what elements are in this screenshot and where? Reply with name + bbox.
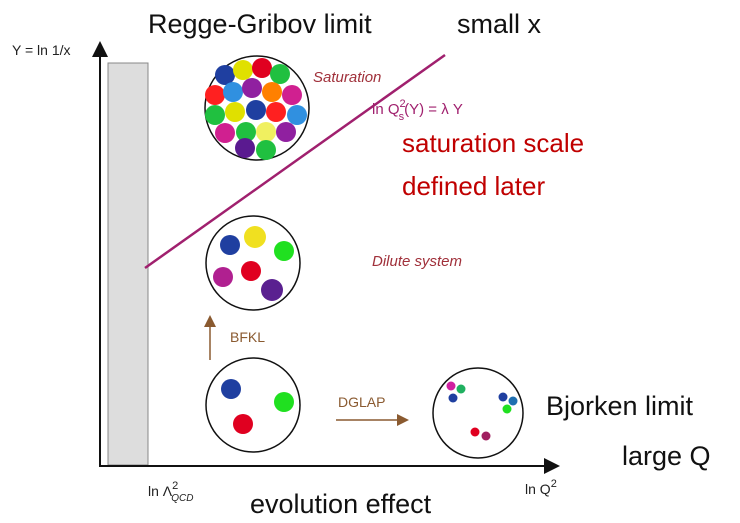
x-left-sup: 2 xyxy=(172,480,178,492)
formula: ln Q2 s(Y) = λ Y xyxy=(372,98,463,123)
bjorken-line1: Bjorken limit xyxy=(546,391,694,421)
bfkl-label: BFKL xyxy=(230,329,265,345)
note-line2: defined later xyxy=(402,171,545,201)
formula-prefix: ln Q xyxy=(372,101,400,118)
x-right-sup: 2 xyxy=(551,478,557,490)
dglap-label: DGLAP xyxy=(338,394,385,410)
dilute-proton xyxy=(205,215,301,311)
note-line1: saturation scale xyxy=(402,128,584,158)
nonperturbative-band xyxy=(107,62,149,466)
low-proton xyxy=(205,357,301,453)
x-left-sub: QCD xyxy=(171,493,193,504)
formula-sub: s xyxy=(399,111,405,123)
y-axis-label: Y = ln 1/x xyxy=(12,42,71,58)
bjorken-proton xyxy=(432,367,524,459)
header-left: Regge-Gribov limit xyxy=(148,9,372,39)
saturated-proton xyxy=(204,55,310,161)
formula-sup: 2 xyxy=(400,98,406,110)
header-right: small x xyxy=(457,9,542,39)
dilute-label: Dilute system xyxy=(372,253,462,270)
footer: evolution effect xyxy=(250,489,432,519)
x-right-prefix: ln Q xyxy=(525,481,551,497)
x-axis-left-label: ln Λ2 QCD xyxy=(148,480,194,504)
saturation-line xyxy=(144,53,446,270)
x-axis-right-label: ln Q2 xyxy=(525,478,557,497)
bjorken-line2: large Q xyxy=(622,441,711,471)
formula-suffix: (Y) = λ Y xyxy=(404,101,463,118)
saturation-label: Saturation xyxy=(313,69,381,86)
x-left-prefix: ln Λ xyxy=(148,483,173,499)
